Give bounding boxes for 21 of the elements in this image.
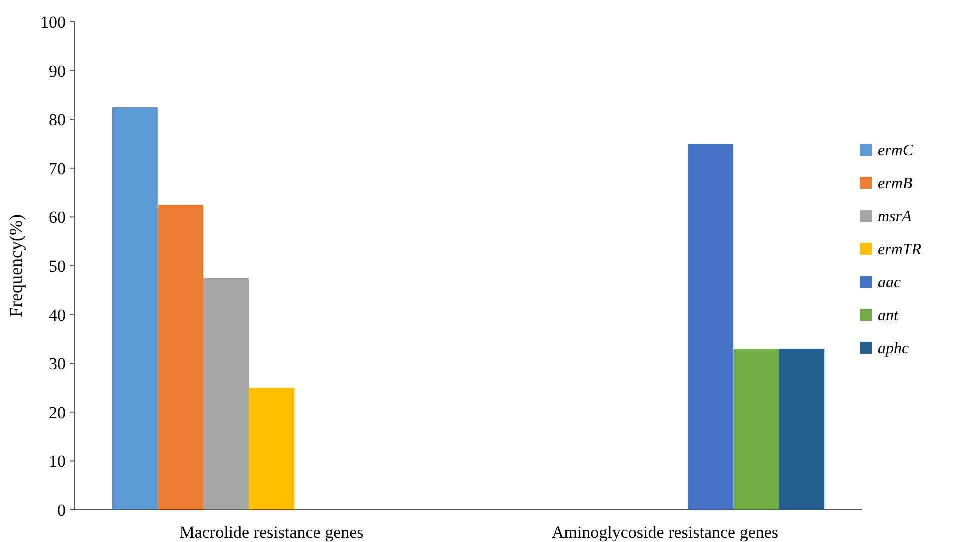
y-tick-label: 20 [49, 403, 66, 422]
y-tick-label: 100 [40, 12, 66, 32]
y-axis-title: Frequency(%) [6, 214, 26, 318]
legend-label: ermB [878, 176, 913, 193]
legend-label: aac [878, 274, 902, 292]
legend-label: msrA [878, 208, 912, 226]
y-tick-label: 50 [49, 256, 66, 276]
y-tick-label: 30 [49, 354, 66, 374]
x-tick-label: Macrolide resistance genes [180, 523, 364, 542]
legend-label: ant [878, 308, 899, 325]
y-tick-label: 70 [49, 159, 66, 178]
y-tick-label: 90 [49, 62, 66, 81]
y-tick-label: 0 [58, 500, 66, 520]
legend-label: ermC [878, 142, 914, 160]
y-tick-label: 80 [49, 110, 66, 130]
legend-label: ermTR [878, 242, 922, 259]
legend-label: aphc [878, 340, 910, 358]
y-tick-label: 60 [49, 208, 66, 228]
y-tick-label: 40 [49, 306, 66, 325]
x-tick-label: Aminoglycoside resistance genes [552, 523, 779, 542]
y-tick-label: 10 [49, 452, 66, 472]
